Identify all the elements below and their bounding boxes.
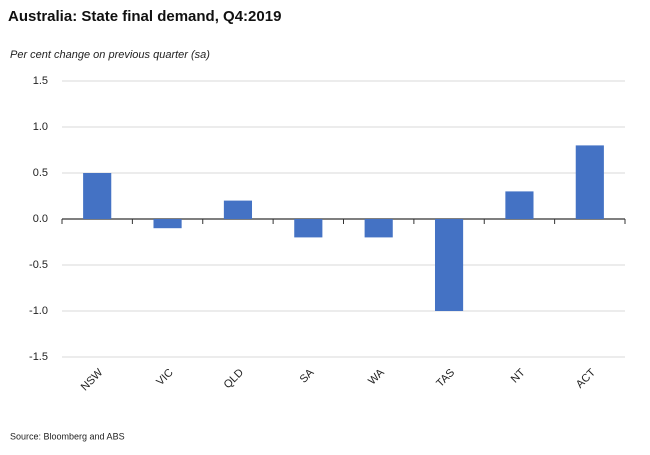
x-tick-label: NT xyxy=(509,366,528,385)
x-tick-label: SA xyxy=(298,366,317,385)
y-tick-label: -1.5 xyxy=(29,351,48,363)
x-tick-label: QLD xyxy=(222,367,247,392)
y-tick-label: 0.5 xyxy=(33,167,48,179)
chart-title: Australia: State final demand, Q4:2019 xyxy=(8,8,281,25)
x-tick-label: ACT xyxy=(574,366,598,390)
x-tick-label: VIC xyxy=(154,367,175,388)
chart-subtitle: Per cent change on previous quarter (sa) xyxy=(10,49,210,61)
x-tick-label: NSW xyxy=(79,366,106,393)
source-note: Source: Bloomberg and ABS xyxy=(10,431,125,441)
y-tick-label: 0.0 xyxy=(33,213,48,225)
bar xyxy=(505,191,534,219)
bar xyxy=(575,145,604,219)
bar xyxy=(83,173,112,219)
x-tick-label: WA xyxy=(366,366,387,387)
y-tick-label: 1.0 xyxy=(33,121,48,133)
x-tick-label: TAS xyxy=(434,367,457,390)
y-tick-label: -1.0 xyxy=(29,305,48,317)
y-tick-label: 1.5 xyxy=(33,75,48,87)
bar xyxy=(294,219,323,238)
bar xyxy=(153,219,182,229)
y-tick-label: -0.5 xyxy=(29,259,48,271)
bar xyxy=(364,219,393,238)
bar xyxy=(434,219,464,311)
bar xyxy=(223,200,253,219)
